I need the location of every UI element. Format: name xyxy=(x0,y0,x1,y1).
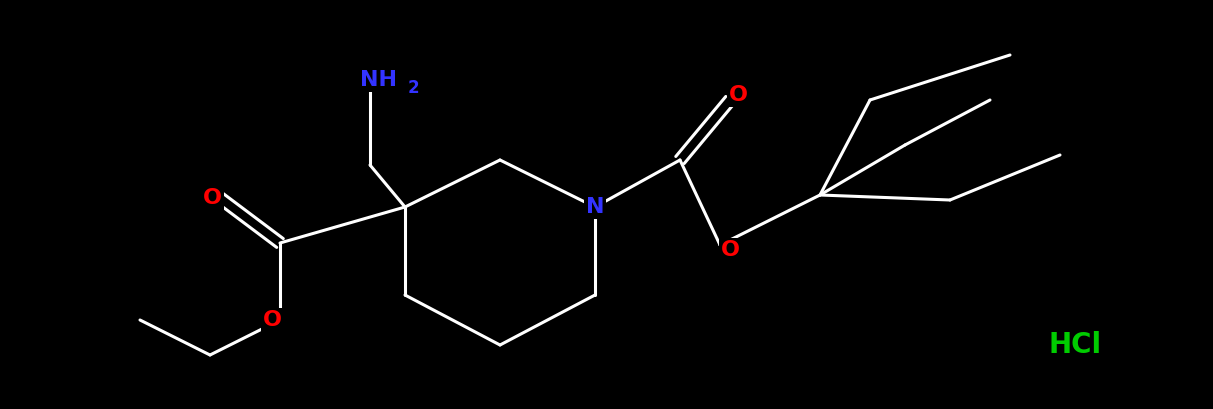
Text: 2: 2 xyxy=(408,79,418,97)
Text: O: O xyxy=(729,85,747,105)
Text: O: O xyxy=(203,188,222,208)
Text: N: N xyxy=(586,197,604,217)
Text: NH: NH xyxy=(359,70,397,90)
Text: O: O xyxy=(721,240,740,260)
Text: O: O xyxy=(262,310,281,330)
Text: HCl: HCl xyxy=(1048,331,1101,359)
